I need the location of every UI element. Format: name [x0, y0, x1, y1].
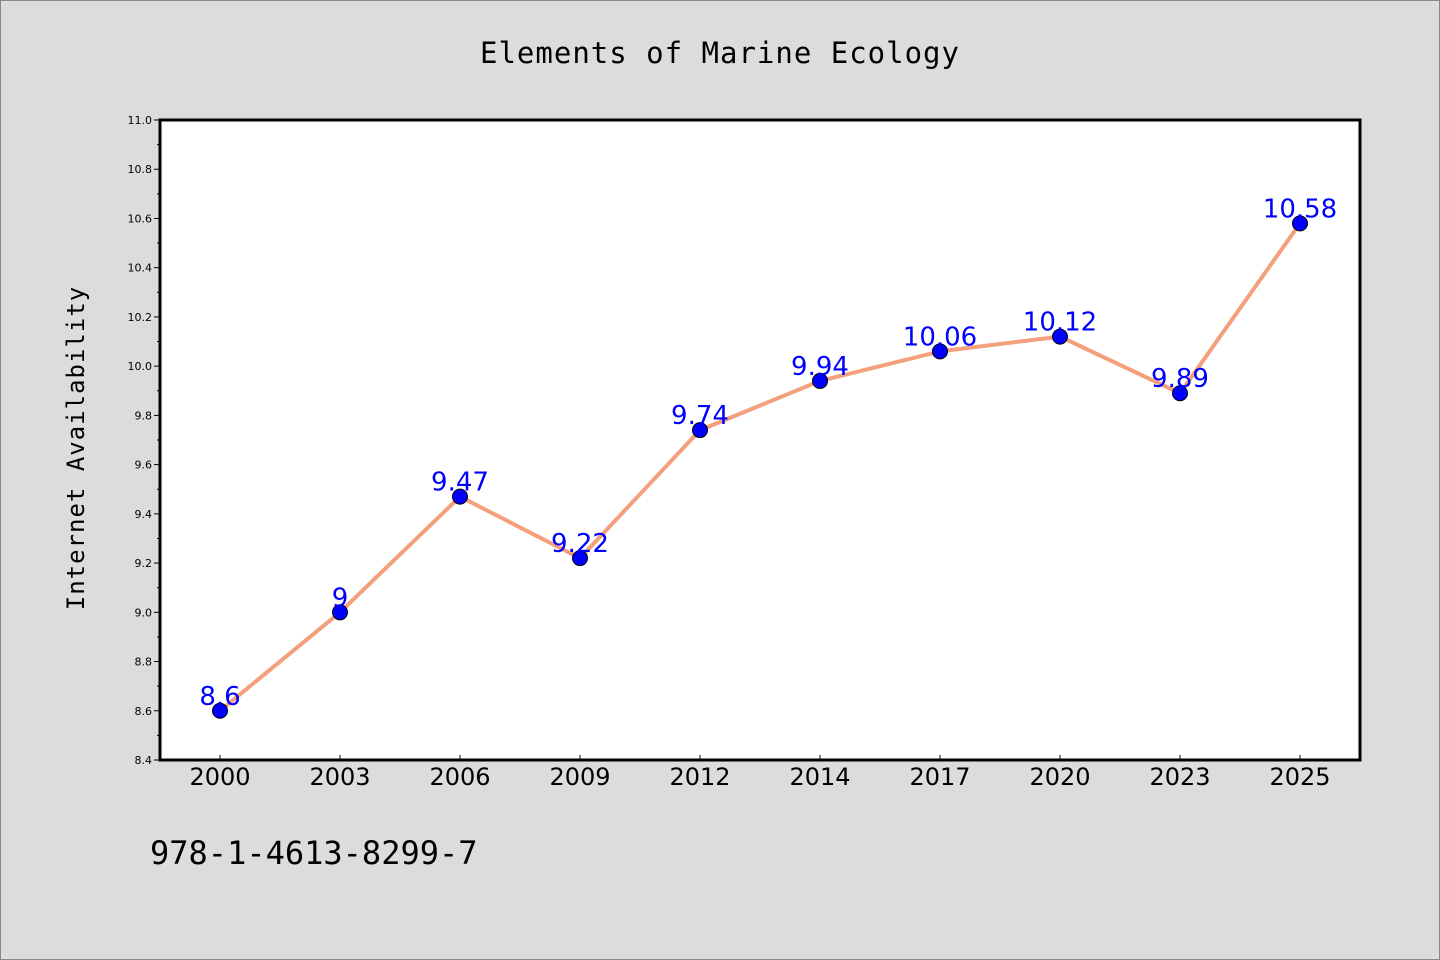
- y-tick-label: 10.8: [128, 163, 153, 176]
- x-tick-label: 2020: [1029, 763, 1090, 791]
- y-tick-label: 10.4: [128, 262, 153, 275]
- y-tick-label: 8.4: [135, 754, 153, 767]
- y-tick-label: 11.0: [128, 114, 153, 127]
- x-axis: 2000 2003 2006 2009 2012 2014 2017 2020 2023 2025: [189, 755, 1331, 791]
- x-tick-label: 2006: [429, 763, 490, 791]
- data-label: 9.89: [1151, 364, 1209, 394]
- y-tick-label: 9.6: [135, 459, 153, 472]
- x-tick-label: 2025: [1269, 763, 1330, 791]
- y-tick-label: 9.4: [135, 508, 153, 521]
- series-line-group: [212, 215, 1308, 719]
- data-point-marker: [812, 372, 828, 389]
- y-tick-label: 10.0: [128, 360, 153, 373]
- y-tick-label: 10.2: [128, 311, 153, 324]
- y-tick-label: 9.2: [135, 557, 153, 570]
- chart-title: Elements of Marine Ecology: [480, 36, 960, 70]
- y-tick-label: 9.0: [135, 606, 153, 619]
- x-tick-label: 2017: [909, 763, 970, 791]
- y-axis: 8.4 8.6 8.8 9.0 9.2 9.4 9.6 9.8 10.0 10.2 10.4 10.6…: [128, 114, 160, 767]
- data-label: 10.06: [903, 322, 977, 352]
- data-label: 9.22: [551, 529, 609, 559]
- y-tick-label: 9.8: [135, 409, 153, 422]
- data-point-marker: [692, 422, 708, 439]
- data-point-marker: [452, 488, 468, 505]
- x-tick-label: 2012: [669, 763, 730, 791]
- y-axis-label: Internet Availability: [62, 286, 90, 610]
- data-label: 9: [332, 583, 349, 613]
- x-tick-label: 2023: [1149, 763, 1210, 791]
- data-point-marker: [572, 550, 588, 567]
- data-label: 10.12: [1023, 308, 1097, 338]
- y-tick-label: 8.8: [135, 656, 153, 669]
- y-tick-label: 8.6: [135, 705, 153, 718]
- isbn-footer: 978-1-4613-8299-7: [150, 834, 478, 872]
- data-label: 10.58: [1263, 194, 1337, 224]
- data-label: 8.6: [199, 682, 240, 712]
- x-tick-label: 2000: [189, 763, 250, 791]
- data-point-marker: [332, 604, 348, 621]
- data-point-marker: [932, 343, 948, 360]
- plot-area: [160, 120, 1360, 760]
- data-point-marker: [1292, 215, 1308, 232]
- plot-frame: [158, 118, 1362, 762]
- data-point-marker: [1172, 385, 1188, 402]
- x-tick-label: 2014: [789, 763, 850, 791]
- x-tick-label: 2009: [549, 763, 610, 791]
- data-label: 9.74: [671, 401, 729, 431]
- y-tick-label: 10.6: [128, 212, 153, 225]
- series-line: [218, 221, 1302, 713]
- data-label: 9.47: [431, 468, 489, 498]
- data-point-marker: [1052, 328, 1068, 345]
- data-point-marker: [212, 702, 228, 719]
- data-labels: 8.6 9 9.47 9.22 9.74 9.94 10.06 10.12 9.89 10.58: [199, 194, 1337, 711]
- x-tick-label: 2003: [309, 763, 370, 791]
- data-label: 9.94: [791, 352, 849, 382]
